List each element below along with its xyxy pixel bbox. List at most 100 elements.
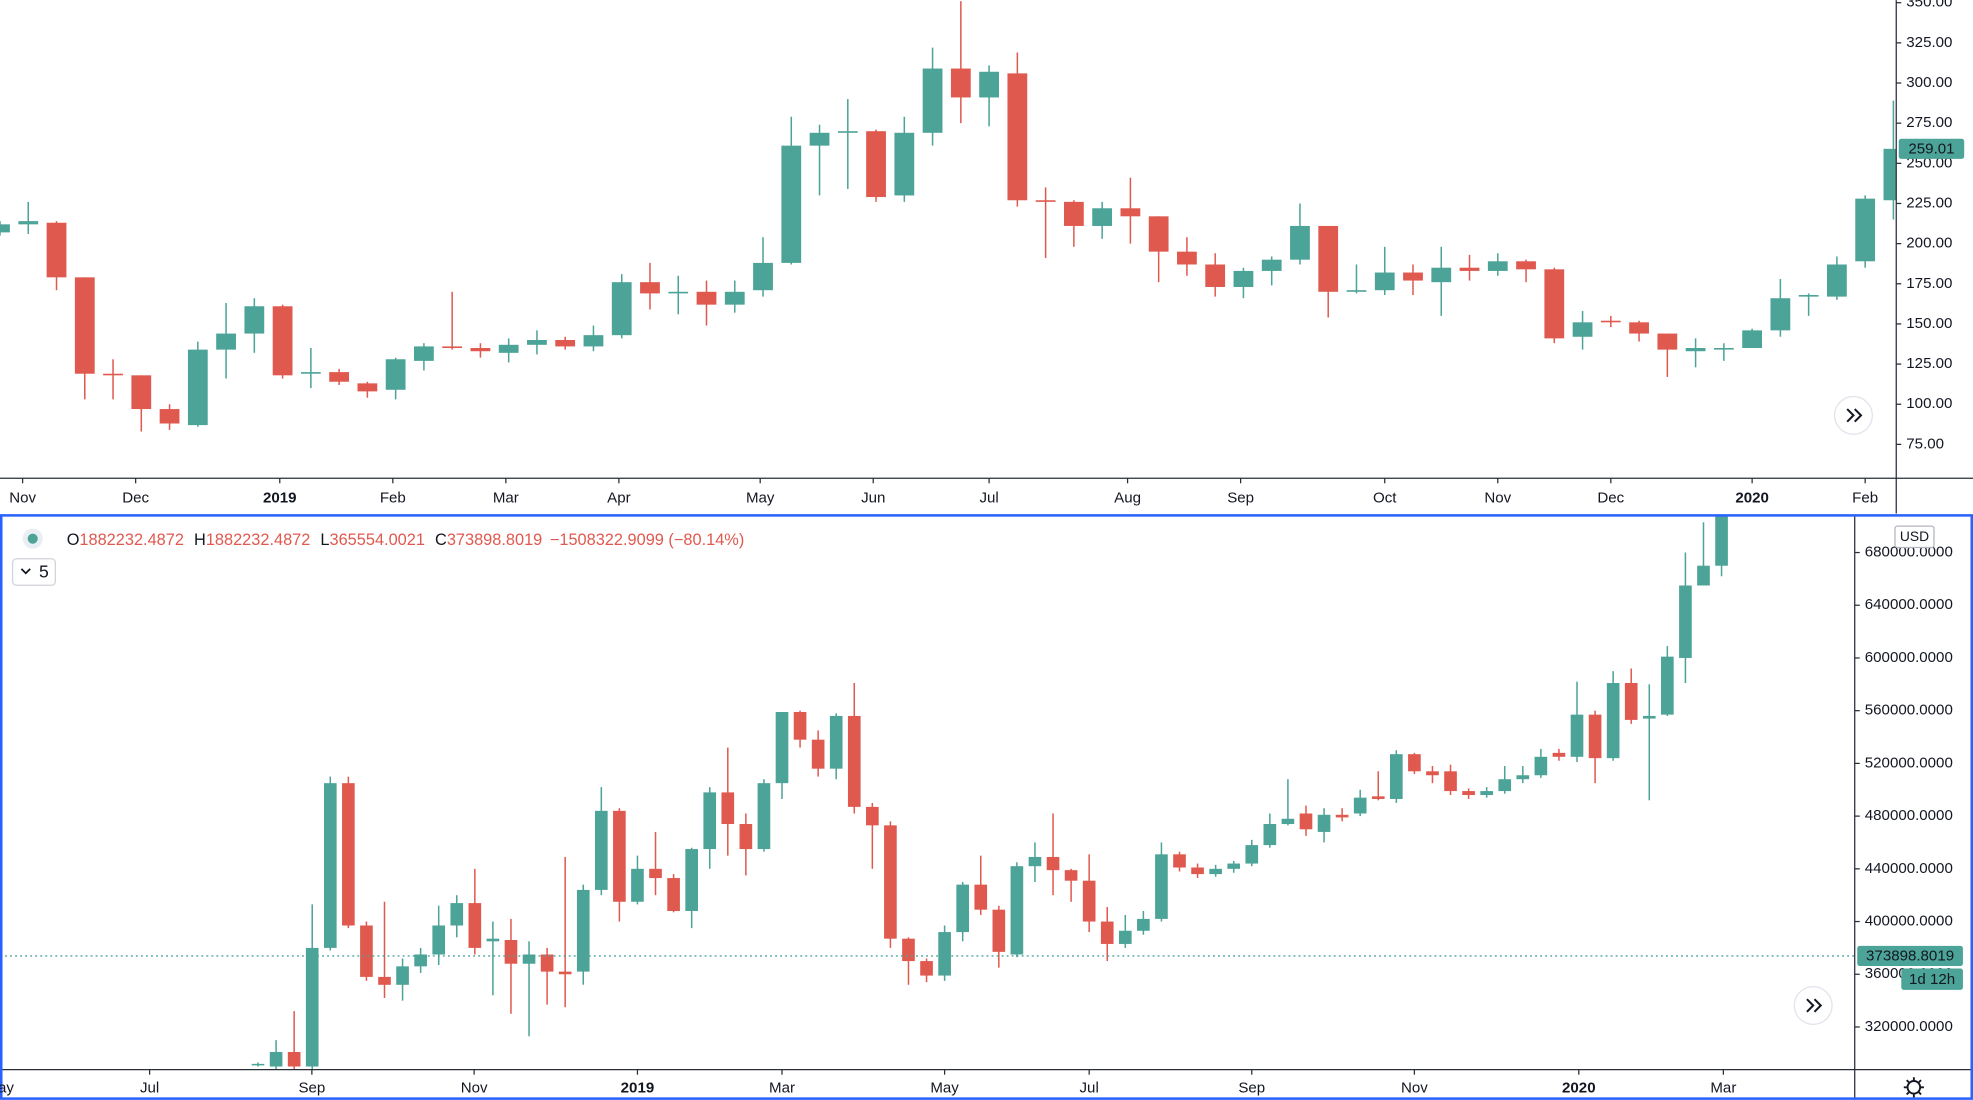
candle-body bbox=[396, 966, 409, 985]
candle-body bbox=[1100, 921, 1114, 944]
candle-body bbox=[866, 806, 879, 826]
x-tick-label: Mar bbox=[1710, 1080, 1736, 1097]
x-tick-label: Nov bbox=[1484, 489, 1511, 506]
candle-body bbox=[992, 909, 1006, 952]
candle-body bbox=[1082, 880, 1096, 922]
candle-body bbox=[46, 222, 67, 278]
scroll-right-button-bottom[interactable] bbox=[1793, 985, 1833, 1026]
candle-body bbox=[498, 344, 519, 353]
bottom-plot bbox=[0, 516, 1855, 1070]
x-tick-label: Mar bbox=[493, 489, 519, 506]
candle-body bbox=[583, 335, 604, 347]
candle-body bbox=[1028, 856, 1042, 867]
ohlc-value: 1882232.4872 bbox=[79, 532, 184, 550]
candle-body bbox=[244, 306, 265, 334]
candle-body bbox=[1007, 73, 1028, 201]
x-tick-label: May bbox=[746, 489, 775, 506]
candle-body bbox=[611, 282, 632, 336]
candle-body bbox=[1444, 771, 1457, 792]
last-price-tag bbox=[1857, 945, 1963, 967]
x-tick-label: May bbox=[0, 1080, 14, 1097]
candle-body bbox=[668, 291, 689, 294]
x-tick-label: 2019 bbox=[263, 489, 297, 506]
candle-body bbox=[1588, 714, 1602, 759]
y-tick-label: 350.00 bbox=[1906, 0, 1952, 11]
scroll-right-button-top[interactable] bbox=[1833, 395, 1873, 435]
candle-body bbox=[131, 375, 152, 410]
candle-body bbox=[1770, 298, 1791, 331]
candle-body bbox=[1715, 516, 1728, 566]
candle-body bbox=[649, 868, 662, 879]
candle-body bbox=[1064, 870, 1078, 881]
candle-body bbox=[468, 903, 482, 948]
currency-box[interactable] bbox=[1894, 525, 1935, 549]
candle-body bbox=[300, 372, 321, 374]
candle-body bbox=[305, 947, 319, 1067]
settings-button[interactable] bbox=[1903, 1077, 1924, 1098]
candle-body bbox=[1261, 259, 1282, 271]
candle-body bbox=[1155, 854, 1168, 919]
candle-body bbox=[866, 131, 886, 198]
candle-body bbox=[1245, 845, 1259, 864]
candle-body bbox=[378, 976, 391, 985]
x-tick-label: 2019 bbox=[621, 1080, 655, 1097]
candle-body bbox=[576, 889, 590, 972]
y-tick-label: 600000.0000 bbox=[1865, 649, 1953, 666]
x-tick-label: 2020 bbox=[1562, 1080, 1596, 1097]
candle-body bbox=[1606, 683, 1620, 759]
candle-body bbox=[1390, 754, 1403, 799]
candle-body bbox=[922, 68, 943, 133]
candle-body bbox=[1685, 348, 1706, 352]
candle-body bbox=[974, 884, 988, 910]
candle-body bbox=[938, 932, 951, 976]
candle-body bbox=[757, 783, 771, 850]
last-price-label: 259.01 bbox=[1908, 140, 1954, 157]
candle-body bbox=[902, 938, 915, 962]
y-tick-label: 400000.0000 bbox=[1865, 913, 1953, 930]
candle-body bbox=[775, 711, 789, 784]
candle-body bbox=[1233, 270, 1254, 287]
candle-body bbox=[920, 961, 933, 976]
candle-body bbox=[1063, 201, 1084, 226]
dropdown-box[interactable] bbox=[11, 558, 56, 586]
candle-body bbox=[269, 1052, 283, 1067]
y-tick-label: 640000.0000 bbox=[1865, 596, 1953, 613]
x-tick-label: Jul bbox=[140, 1080, 159, 1097]
button-icon bbox=[1806, 998, 1823, 1013]
gear-body[interactable] bbox=[1906, 1080, 1922, 1095]
candle-body bbox=[1408, 754, 1421, 772]
ohlc-value: 373898.8019 bbox=[447, 532, 542, 550]
y-tick-label: 480000.0000 bbox=[1865, 807, 1953, 824]
candle-body bbox=[1346, 290, 1367, 292]
candle-body bbox=[432, 925, 446, 955]
countdown-tag bbox=[1901, 968, 1963, 990]
currency-label: USD bbox=[1900, 528, 1929, 544]
candle-body bbox=[1209, 868, 1222, 875]
candle-body bbox=[558, 971, 572, 975]
candle-body bbox=[1353, 797, 1367, 814]
candle-body bbox=[1487, 261, 1508, 271]
candle-body bbox=[1148, 216, 1169, 252]
interval-dropdown[interactable]: 5 bbox=[11, 558, 56, 586]
candle-body bbox=[594, 810, 608, 890]
status-dot bbox=[27, 533, 38, 544]
currency-button[interactable]: USD bbox=[1894, 525, 1935, 549]
candle-body bbox=[442, 346, 463, 349]
ohlc-header: O1882232.4872 H1882232.4872 L365554.0021 C3… bbox=[67, 532, 745, 550]
candle-body bbox=[894, 132, 915, 196]
candle-body bbox=[1661, 656, 1674, 715]
candle-body bbox=[1263, 824, 1277, 846]
candle-body bbox=[287, 1052, 301, 1067]
candle-body bbox=[0, 224, 10, 233]
x-tick-label: May bbox=[930, 1080, 959, 1097]
x-tick-label: Oct bbox=[1373, 489, 1397, 506]
candle-body bbox=[1544, 269, 1565, 339]
candle-body bbox=[18, 221, 39, 225]
candle-body bbox=[1679, 585, 1692, 658]
ohlc-key: H bbox=[194, 532, 206, 550]
candle-body bbox=[1480, 791, 1493, 796]
y-tick-label: 275.00 bbox=[1906, 114, 1952, 131]
candle-body bbox=[847, 715, 861, 807]
candle-body bbox=[1403, 272, 1423, 281]
